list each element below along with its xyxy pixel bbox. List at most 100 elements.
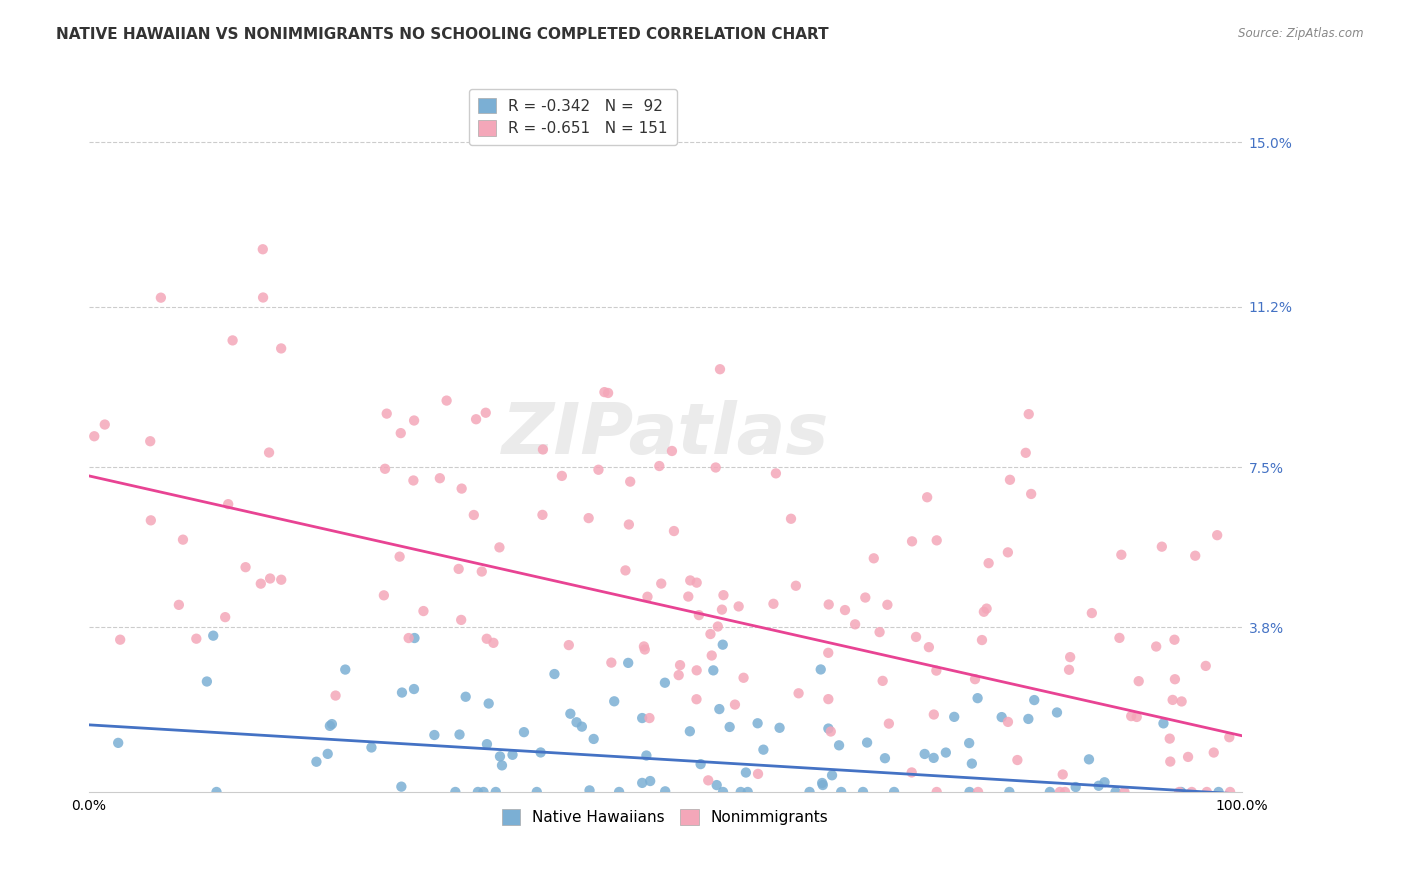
Nonimmigrants — [588, 463, 610, 477]
Nonimmigrants — [633, 640, 655, 654]
Nonimmigrants — [1128, 674, 1150, 689]
Native Hawaiians — [1170, 785, 1192, 799]
Nonimmigrants — [1114, 785, 1136, 799]
Nonimmigrants — [668, 668, 690, 682]
Nonimmigrants — [373, 588, 395, 602]
Native Hawaiians — [654, 675, 676, 690]
Nonimmigrants — [471, 565, 494, 579]
Native Hawaiians — [830, 785, 852, 799]
Nonimmigrants — [94, 417, 117, 432]
Nonimmigrants — [593, 385, 616, 400]
Native Hawaiians — [1208, 785, 1230, 799]
Native Hawaiians — [404, 631, 426, 645]
Native Hawaiians — [998, 785, 1021, 799]
Nonimmigrants — [374, 462, 396, 476]
Native Hawaiians — [478, 697, 501, 711]
Nonimmigrants — [578, 511, 600, 525]
Nonimmigrants — [869, 625, 891, 640]
Native Hawaiians — [195, 674, 218, 689]
Nonimmigrants — [1159, 755, 1181, 769]
Nonimmigrants — [1015, 446, 1038, 460]
Nonimmigrants — [402, 474, 425, 488]
Nonimmigrants — [598, 386, 620, 401]
Native Hawaiians — [107, 736, 129, 750]
Nonimmigrants — [1218, 730, 1240, 744]
Nonimmigrants — [475, 632, 498, 646]
Nonimmigrants — [1150, 540, 1173, 554]
Native Hawaiians — [360, 740, 382, 755]
Nonimmigrants — [1111, 548, 1133, 562]
Native Hawaiians — [752, 742, 775, 756]
Native Hawaiians — [571, 720, 593, 734]
Nonimmigrants — [973, 605, 995, 619]
Native Hawaiians — [679, 724, 702, 739]
Nonimmigrants — [600, 656, 623, 670]
Nonimmigrants — [925, 785, 948, 799]
Native Hawaiians — [513, 725, 536, 739]
Nonimmigrants — [1164, 672, 1187, 686]
Native Hawaiians — [321, 717, 343, 731]
Nonimmigrants — [259, 572, 281, 586]
Nonimmigrants — [918, 640, 941, 655]
Nonimmigrants — [1052, 767, 1074, 781]
Nonimmigrants — [1195, 785, 1218, 799]
Nonimmigrants — [638, 711, 661, 725]
Nonimmigrants — [436, 393, 458, 408]
Nonimmigrants — [488, 541, 510, 555]
Nonimmigrants — [214, 610, 236, 624]
Nonimmigrants — [976, 601, 998, 615]
Nonimmigrants — [925, 664, 948, 678]
Nonimmigrants — [679, 574, 702, 588]
Nonimmigrants — [853, 591, 876, 605]
Nonimmigrants — [678, 590, 700, 604]
Nonimmigrants — [648, 458, 671, 473]
Native Hawaiians — [1064, 780, 1087, 794]
Native Hawaiians — [730, 785, 752, 799]
Native Hawaiians — [423, 728, 446, 742]
Nonimmigrants — [697, 773, 720, 788]
Nonimmigrants — [844, 617, 866, 632]
Nonimmigrants — [325, 689, 347, 703]
Nonimmigrants — [1057, 663, 1080, 677]
Nonimmigrants — [412, 604, 434, 618]
Nonimmigrants — [1108, 631, 1130, 645]
Text: ZIPatlas: ZIPatlas — [502, 401, 830, 469]
Nonimmigrants — [724, 698, 747, 712]
Nonimmigrants — [551, 469, 574, 483]
Nonimmigrants — [704, 460, 727, 475]
Nonimmigrants — [1121, 709, 1143, 723]
Nonimmigrants — [558, 638, 581, 652]
Nonimmigrants — [963, 672, 986, 686]
Native Hawaiians — [811, 776, 834, 790]
Native Hawaiians — [943, 710, 966, 724]
Nonimmigrants — [915, 490, 938, 504]
Native Hawaiians — [1094, 775, 1116, 789]
Native Hawaiians — [856, 735, 879, 749]
Native Hawaiians — [530, 746, 553, 760]
Native Hawaiians — [560, 706, 582, 721]
Native Hawaiians — [636, 748, 658, 763]
Nonimmigrants — [686, 575, 709, 590]
Nonimmigrants — [834, 603, 856, 617]
Nonimmigrants — [709, 362, 731, 376]
Nonimmigrants — [634, 642, 657, 657]
Nonimmigrants — [1206, 528, 1229, 542]
Native Hawaiians — [735, 765, 758, 780]
Nonimmigrants — [862, 551, 884, 566]
Nonimmigrants — [167, 598, 190, 612]
Native Hawaiians — [205, 785, 228, 799]
Native Hawaiians — [444, 785, 467, 799]
Native Hawaiians — [475, 737, 498, 751]
Nonimmigrants — [637, 590, 659, 604]
Native Hawaiians — [1024, 693, 1046, 707]
Nonimmigrants — [900, 765, 922, 780]
Nonimmigrants — [474, 406, 496, 420]
Nonimmigrants — [817, 692, 839, 706]
Native Hawaiians — [706, 778, 728, 792]
Nonimmigrants — [817, 598, 839, 612]
Nonimmigrants — [270, 573, 292, 587]
Nonimmigrants — [762, 597, 785, 611]
Nonimmigrants — [108, 632, 131, 647]
Nonimmigrants — [1053, 785, 1076, 799]
Nonimmigrants — [375, 407, 398, 421]
